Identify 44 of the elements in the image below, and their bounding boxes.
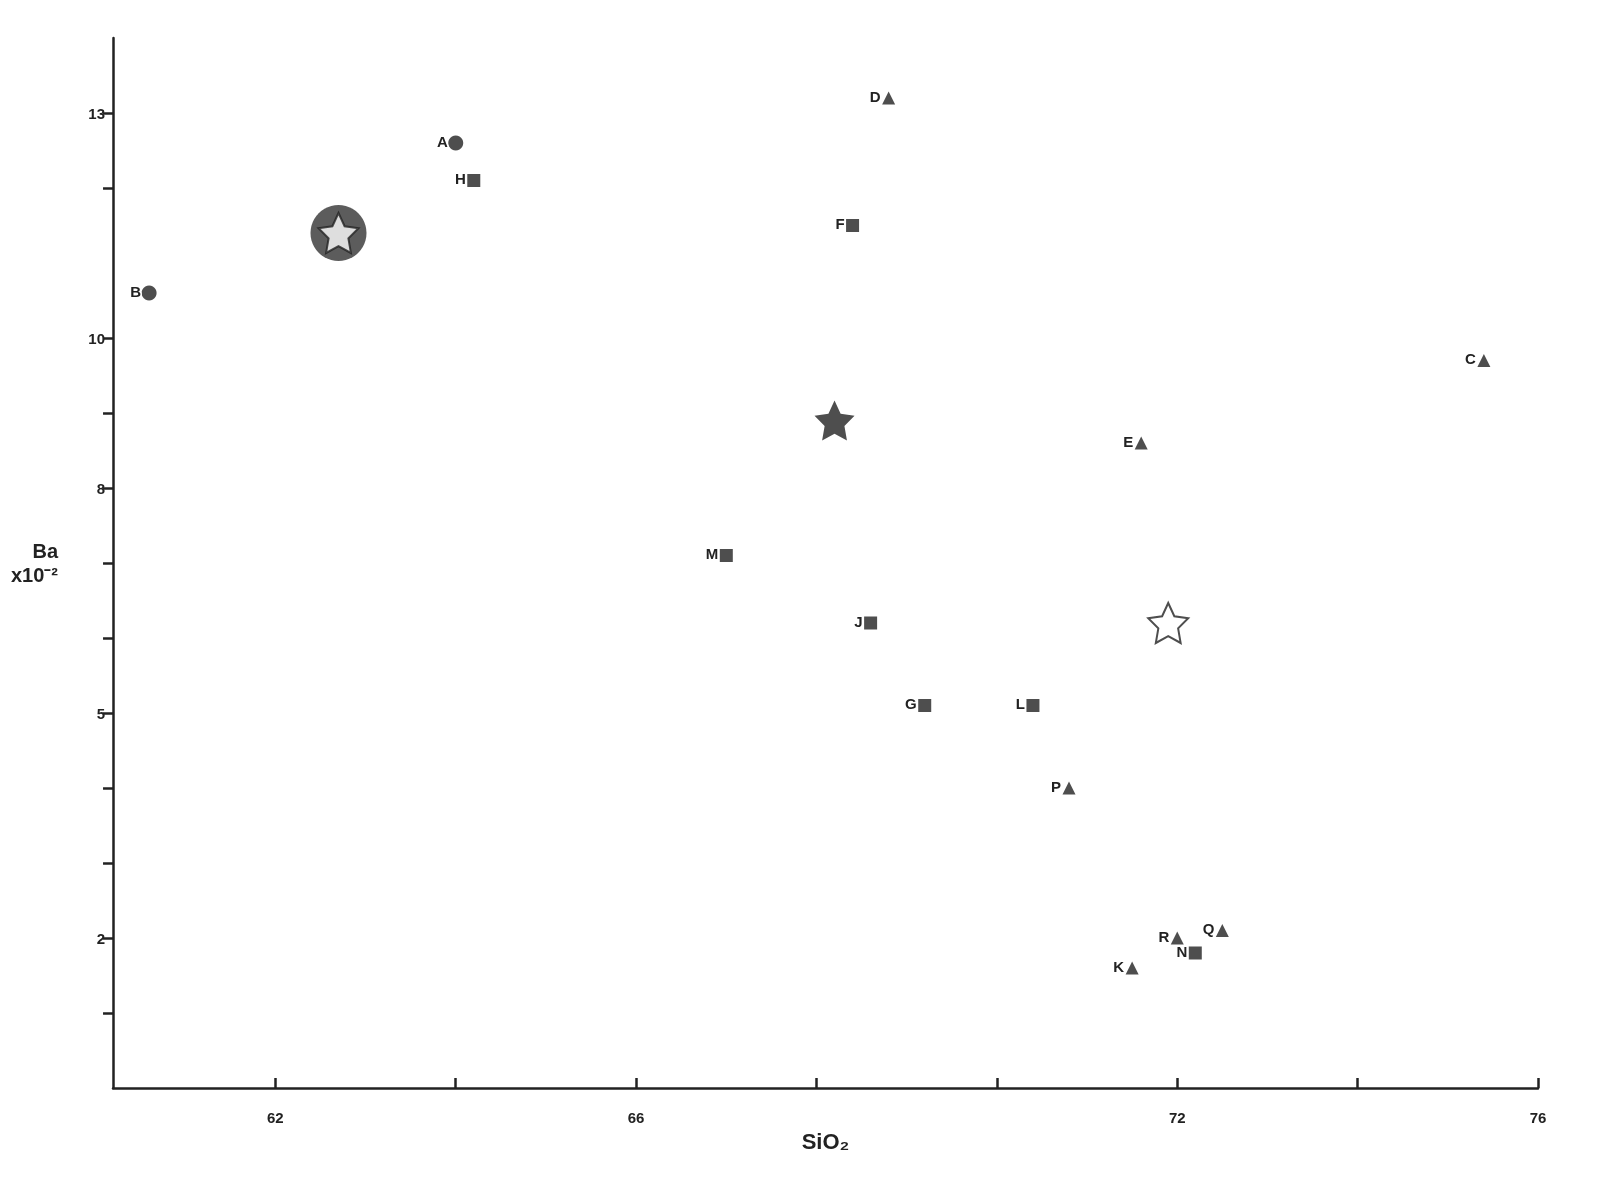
annotation: A [436, 132, 448, 150]
annotation: J [854, 612, 863, 630]
annotation: C [1465, 350, 1477, 367]
point [719, 549, 733, 562]
x-tick-label: 62 [267, 1109, 284, 1126]
annotation: H [454, 170, 466, 187]
point [1062, 781, 1076, 795]
y-axis-title: Ba x10⁻² [11, 540, 59, 586]
point [1477, 354, 1491, 367]
point [864, 616, 878, 630]
annotation: N [1176, 942, 1188, 960]
y-tick-label: 5 [96, 704, 106, 722]
annotation: K [1113, 957, 1125, 975]
point [1188, 946, 1202, 960]
point [918, 699, 932, 712]
point [1170, 931, 1184, 945]
annotation: B [130, 282, 142, 300]
annotation: E [1123, 432, 1134, 450]
point [467, 174, 481, 187]
x-tick-label: 72 [1168, 1109, 1186, 1126]
x-tick-label: 66 [627, 1109, 645, 1126]
point [1215, 924, 1229, 937]
y-tick-label: 8 [96, 479, 106, 497]
annotation: P [1051, 777, 1062, 795]
annotation: D [869, 87, 881, 105]
point [846, 219, 860, 232]
point [141, 285, 157, 301]
annotation: M [705, 545, 719, 562]
y-tick-label: 13 [88, 104, 106, 122]
annotation: G [905, 695, 917, 712]
annotation: R [1158, 927, 1170, 945]
x-axis-title: SiO₂ [801, 1128, 850, 1154]
point [1134, 436, 1148, 450]
x-tick-label: 76 [1529, 1109, 1547, 1126]
y-tick-label: 10 [88, 329, 106, 347]
annotation: L [1015, 695, 1025, 712]
y-tick-label: 2 [96, 929, 106, 947]
annotation: F [835, 215, 845, 232]
point [814, 400, 855, 441]
annotation: Q [1202, 920, 1215, 937]
point [1125, 961, 1139, 975]
point [882, 91, 896, 105]
point [1026, 699, 1040, 712]
point [448, 135, 464, 151]
